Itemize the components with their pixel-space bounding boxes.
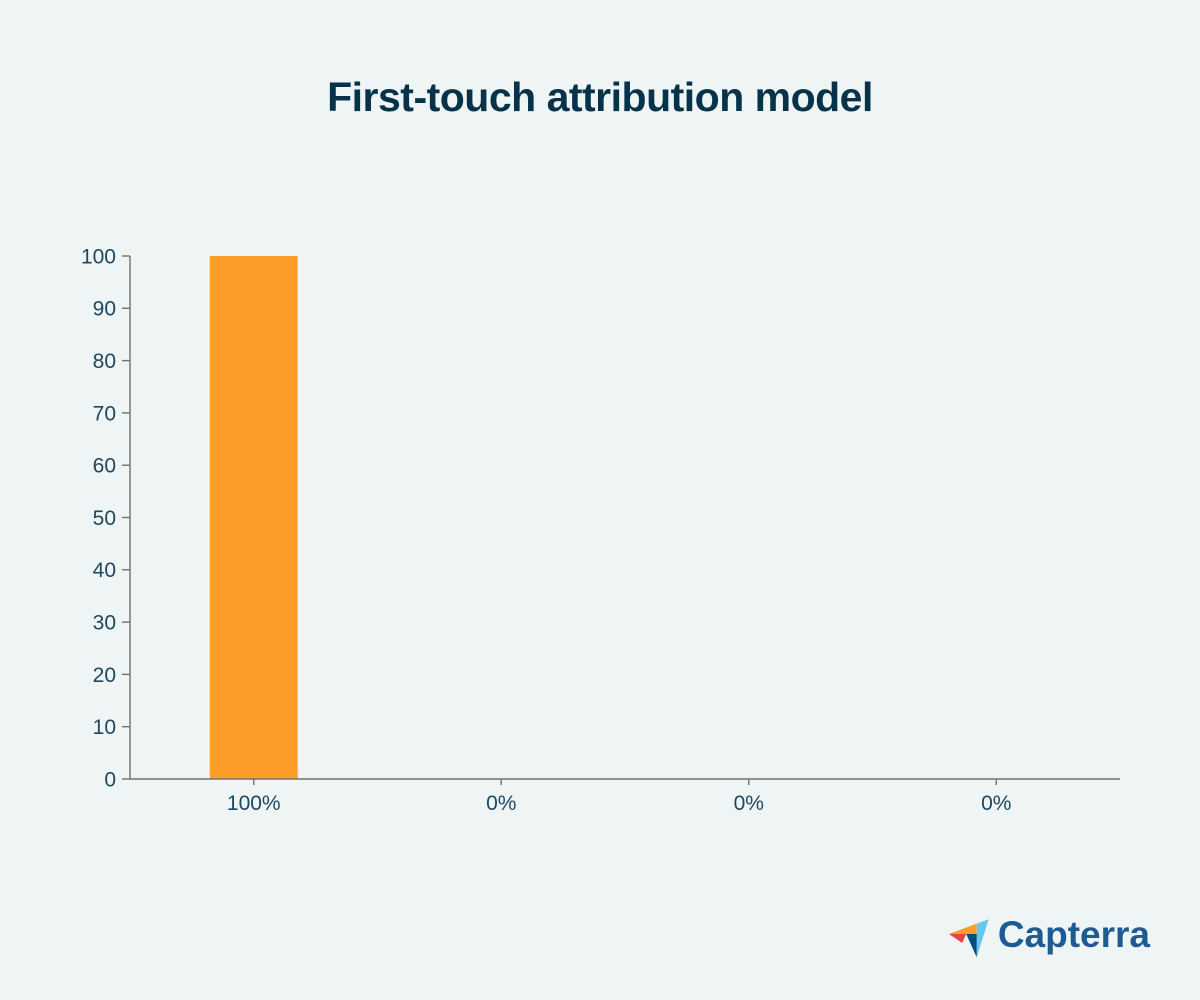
y-tick-label: 40 <box>93 559 116 582</box>
x-tick-label: 100% <box>227 792 281 815</box>
x-tick-label: 0% <box>981 792 1011 815</box>
x-tick-label: 0% <box>486 792 516 815</box>
bar <box>209 256 298 779</box>
y-tick-label: 20 <box>93 664 116 687</box>
y-tick-label: 100 <box>81 245 116 268</box>
y-tick-label: 10 <box>93 716 116 739</box>
y-tick-label: 0 <box>104 768 116 791</box>
capterra-logo-icon <box>948 919 989 958</box>
logo-triangle-red <box>948 934 967 943</box>
y-tick-label: 30 <box>93 611 116 634</box>
chart-title: First-touch attribution model <box>327 74 873 120</box>
x-tick-label: 0% <box>734 792 764 815</box>
y-tick-label: 60 <box>93 455 116 478</box>
y-tick-label: 80 <box>93 350 116 373</box>
capterra-logo-text: Capterra <box>997 913 1150 955</box>
logo-triangle-lightblue <box>976 919 989 958</box>
y-tick-label: 70 <box>93 402 116 425</box>
capterra-logo: Capterra <box>948 913 1150 958</box>
logo-triangle-darkblue <box>966 934 977 958</box>
y-tick-label: 50 <box>93 507 116 530</box>
logo-triangle-orange <box>948 923 977 935</box>
y-tick-label: 90 <box>93 298 116 321</box>
